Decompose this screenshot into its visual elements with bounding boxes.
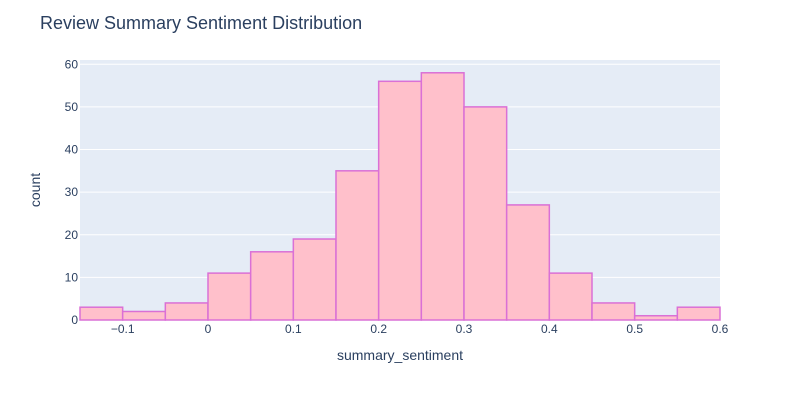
x-tick-label: 0.5 xyxy=(626,322,643,336)
histogram-bar xyxy=(548,272,593,321)
chart-title: Review Summary Sentiment Distribution xyxy=(40,13,362,33)
x-tick-label: 0.3 xyxy=(456,322,473,336)
histogram-bar xyxy=(79,306,124,321)
x-tick-label: −0.1 xyxy=(111,322,135,336)
histogram-bar xyxy=(633,314,679,321)
y-tick-label: 20 xyxy=(65,228,79,242)
x-axis-title: summary_sentiment xyxy=(337,347,463,363)
x-tick-label: 0 xyxy=(205,322,212,336)
y-axis-title: count xyxy=(27,173,43,207)
histogram-bar xyxy=(420,72,465,321)
histogram-bar xyxy=(463,106,508,321)
x-tick-label: 0.2 xyxy=(370,322,387,336)
histogram-bar xyxy=(292,238,337,321)
histogram-bar xyxy=(164,302,209,321)
histogram-bar xyxy=(249,251,295,321)
y-tick-label: 30 xyxy=(65,185,79,199)
histogram-bar xyxy=(505,204,551,321)
bars xyxy=(79,72,721,321)
x-tick-labels: −0.1 0 0.1 0.2 0.3 0.4 0.5 0.6 xyxy=(111,322,729,336)
y-tick-labels: 0 10 20 30 40 50 60 xyxy=(65,57,79,327)
y-tick-label: 50 xyxy=(65,100,79,114)
x-tick-label: 0.6 xyxy=(712,322,729,336)
histogram-bar xyxy=(676,306,721,321)
histogram-bar xyxy=(335,170,380,321)
y-tick-label: 40 xyxy=(65,143,79,157)
histogram-bar xyxy=(377,80,423,321)
y-tick-label: 0 xyxy=(71,313,78,327)
histogram-bar xyxy=(121,310,167,321)
y-tick-label: 10 xyxy=(65,270,79,284)
x-tick-label: 0.1 xyxy=(285,322,302,336)
x-tick-label: 0.4 xyxy=(541,322,558,336)
y-tick-label: 60 xyxy=(65,57,79,71)
histogram-bar xyxy=(591,302,636,321)
histogram-bar xyxy=(207,272,252,321)
